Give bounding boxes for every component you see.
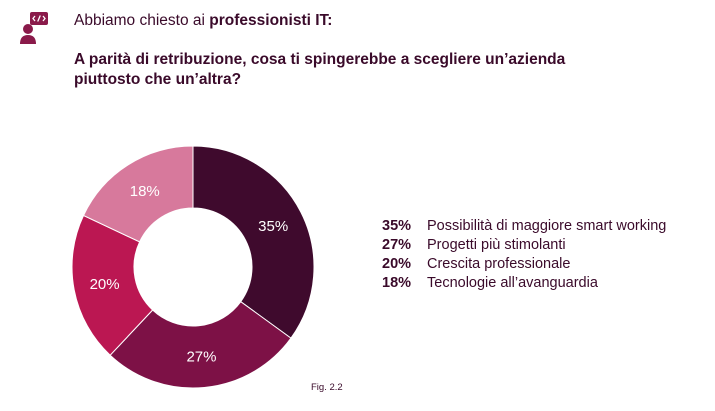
slice-label: 18%	[130, 183, 160, 200]
legend-percent: 20%	[382, 256, 412, 272]
legend-item: 27% Progetti più stimolanti	[382, 236, 666, 255]
legend-percent: 35%	[382, 218, 412, 234]
figure-caption: Fig. 2.2	[311, 382, 343, 393]
legend-label: Crescita professionale	[427, 256, 571, 272]
intro-bold: professionisti IT:	[209, 12, 333, 29]
legend-item: 35% Possibilità di maggiore smart working	[382, 217, 666, 236]
legend-percent: 18%	[382, 275, 412, 291]
slice-label: 35%	[258, 218, 288, 235]
intro-text: Abbiamo chiesto ai professionisti IT:	[74, 12, 333, 29]
donut-slice	[82, 145, 194, 243]
legend-percent: 27%	[382, 237, 412, 253]
donut-slice	[71, 214, 154, 356]
legend-item: 18% Tecnologie all’avanguardia	[382, 274, 666, 293]
legend-label: Possibilità di maggiore smart working	[427, 218, 667, 234]
chart-legend: 35% Possibilità di maggiore smart working…	[382, 217, 666, 293]
slice-label: 27%	[186, 349, 216, 366]
legend-item: 20% Crescita professionale	[382, 255, 666, 274]
question-title: A parità di retribuzione, cosa ti spinge…	[74, 51, 566, 88]
legend-label: Progetti più stimolanti	[427, 237, 566, 253]
donut-slice	[192, 145, 315, 339]
slice-label: 20%	[90, 276, 120, 293]
donut-slice	[109, 300, 292, 389]
legend-label: Tecnologie all’avanguardia	[427, 275, 598, 291]
developer-person-icon	[20, 12, 48, 44]
